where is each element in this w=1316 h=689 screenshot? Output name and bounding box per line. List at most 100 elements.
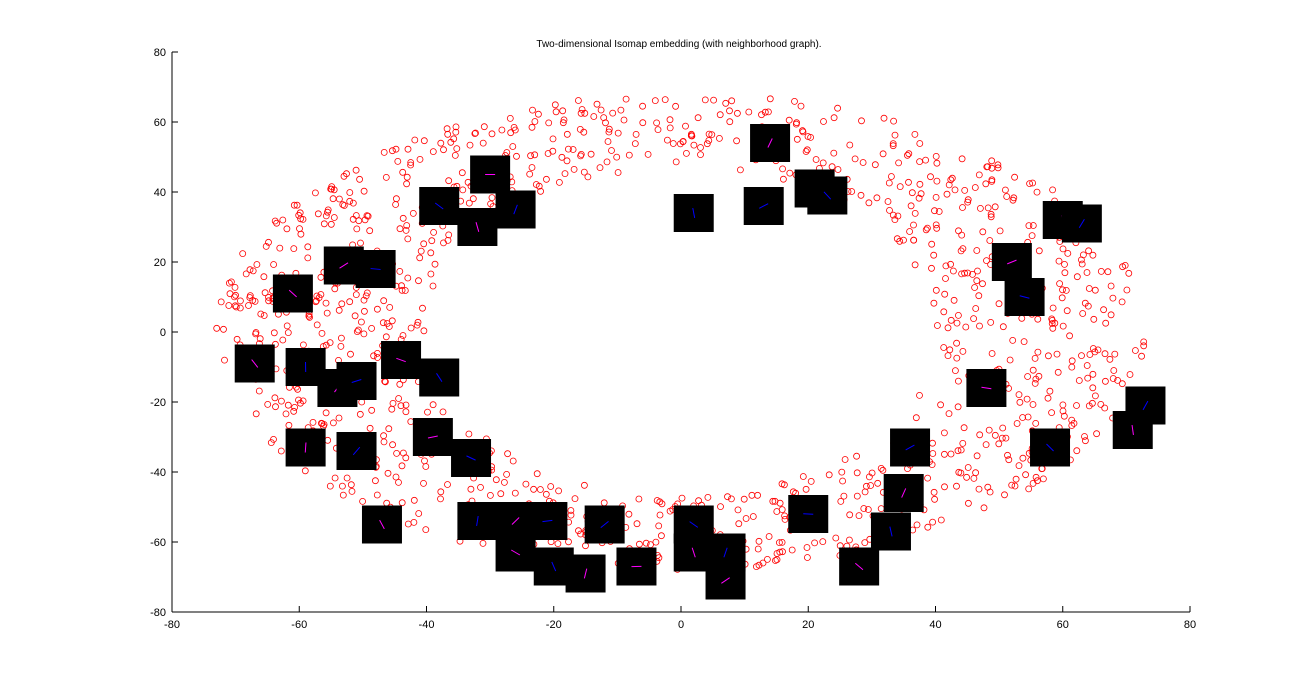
scatter-point <box>786 169 794 177</box>
scatter-point <box>479 139 487 147</box>
scatter-point <box>488 194 496 202</box>
scatter-point <box>261 289 269 297</box>
scatter-point <box>1045 352 1052 360</box>
scatter-point <box>580 168 588 176</box>
scatter-point <box>834 104 841 112</box>
x-tick-label: 60 <box>1057 619 1069 631</box>
scatter-point <box>952 367 959 375</box>
scatter-point <box>271 340 279 348</box>
scatter-point <box>388 317 396 325</box>
scatter-point <box>349 199 357 207</box>
scatter-point <box>1078 260 1086 268</box>
scatter-point <box>1107 282 1115 290</box>
scatter-point <box>753 563 760 570</box>
scatter-point <box>331 474 339 482</box>
scatter-point <box>340 202 348 209</box>
scatter-point <box>748 491 756 499</box>
scatter-point <box>398 462 406 470</box>
scatter-point <box>399 214 407 222</box>
scatter-point <box>414 318 422 326</box>
scatter-point <box>410 496 418 504</box>
scatter-point <box>1083 269 1091 276</box>
scatter-point <box>329 419 337 427</box>
scatter-point <box>257 310 265 318</box>
image-patch <box>285 428 326 467</box>
scatter-point <box>565 145 572 153</box>
scatter-point <box>1132 347 1139 354</box>
scatter-point <box>221 356 228 364</box>
image-patch <box>419 187 460 225</box>
scatter-point <box>226 290 234 298</box>
scatter-point <box>279 216 287 224</box>
scatter-point <box>404 520 412 528</box>
scatter-point <box>799 473 807 480</box>
scatter-point <box>636 540 643 548</box>
scatter-point <box>617 106 625 114</box>
scatter-point <box>682 122 689 130</box>
scatter-point <box>764 556 771 563</box>
scatter-point <box>871 161 879 169</box>
scatter-point <box>996 227 1004 235</box>
scatter-point <box>415 510 423 517</box>
scatter-point <box>905 150 913 158</box>
image-patch <box>584 505 625 544</box>
scatter-point <box>352 291 360 299</box>
scatter-point <box>1073 273 1081 281</box>
scatter-point <box>672 158 680 166</box>
scatter-point <box>1123 286 1131 294</box>
scatter-point <box>392 201 400 208</box>
scatter-point <box>370 352 378 360</box>
scatter-point <box>1032 473 1040 481</box>
scatter-point <box>1040 475 1047 483</box>
scatter-point <box>1125 269 1133 277</box>
scatter-point <box>273 219 281 227</box>
scatter-point <box>560 116 568 124</box>
image-patch <box>743 187 784 225</box>
scatter-point <box>853 452 860 460</box>
scatter-point <box>597 106 605 114</box>
scatter-point <box>317 273 325 281</box>
scatter-point <box>395 478 402 486</box>
x-tick-label: -80 <box>164 619 180 631</box>
scatter-point <box>357 318 365 326</box>
scatter-point <box>389 441 397 449</box>
scatter-point <box>506 115 514 122</box>
scatter-point <box>561 170 569 178</box>
scatter-point <box>754 545 762 553</box>
scatter-point <box>1118 298 1126 306</box>
scatter-point <box>1002 434 1010 442</box>
scatter-point <box>265 293 272 301</box>
scatter-point <box>373 305 381 313</box>
scatter-point <box>479 540 487 547</box>
scatter-point <box>991 431 999 439</box>
scatter-point <box>1008 481 1016 489</box>
scatter-point <box>283 225 291 233</box>
scatter-point <box>945 181 953 189</box>
scatter-point <box>910 221 917 229</box>
scatter-point <box>916 180 924 188</box>
scatter-point <box>979 280 986 288</box>
scatter-point <box>364 212 372 220</box>
scatter-point <box>339 201 347 209</box>
scatter-point <box>911 261 919 269</box>
scatter-point <box>838 468 846 476</box>
scatter-point <box>639 119 647 127</box>
scatter-point <box>402 408 410 416</box>
scatter-point <box>959 204 966 211</box>
scatter-point <box>396 380 404 388</box>
scatter-point <box>975 292 983 300</box>
scatter-point <box>1035 247 1043 255</box>
scatter-point <box>399 332 407 339</box>
y-tick-label: 80 <box>154 47 166 59</box>
scatter-point <box>245 302 252 309</box>
scatter-point <box>1089 370 1097 378</box>
scatter-point <box>290 245 298 253</box>
image-patch <box>839 547 880 586</box>
x-tick-label: 80 <box>1184 619 1196 631</box>
scatter-point <box>262 242 270 250</box>
image-patch <box>1125 386 1166 425</box>
scatter-point <box>558 153 566 161</box>
scatter-point <box>724 493 731 501</box>
scatter-point <box>941 483 948 491</box>
scatter-point <box>705 137 713 144</box>
